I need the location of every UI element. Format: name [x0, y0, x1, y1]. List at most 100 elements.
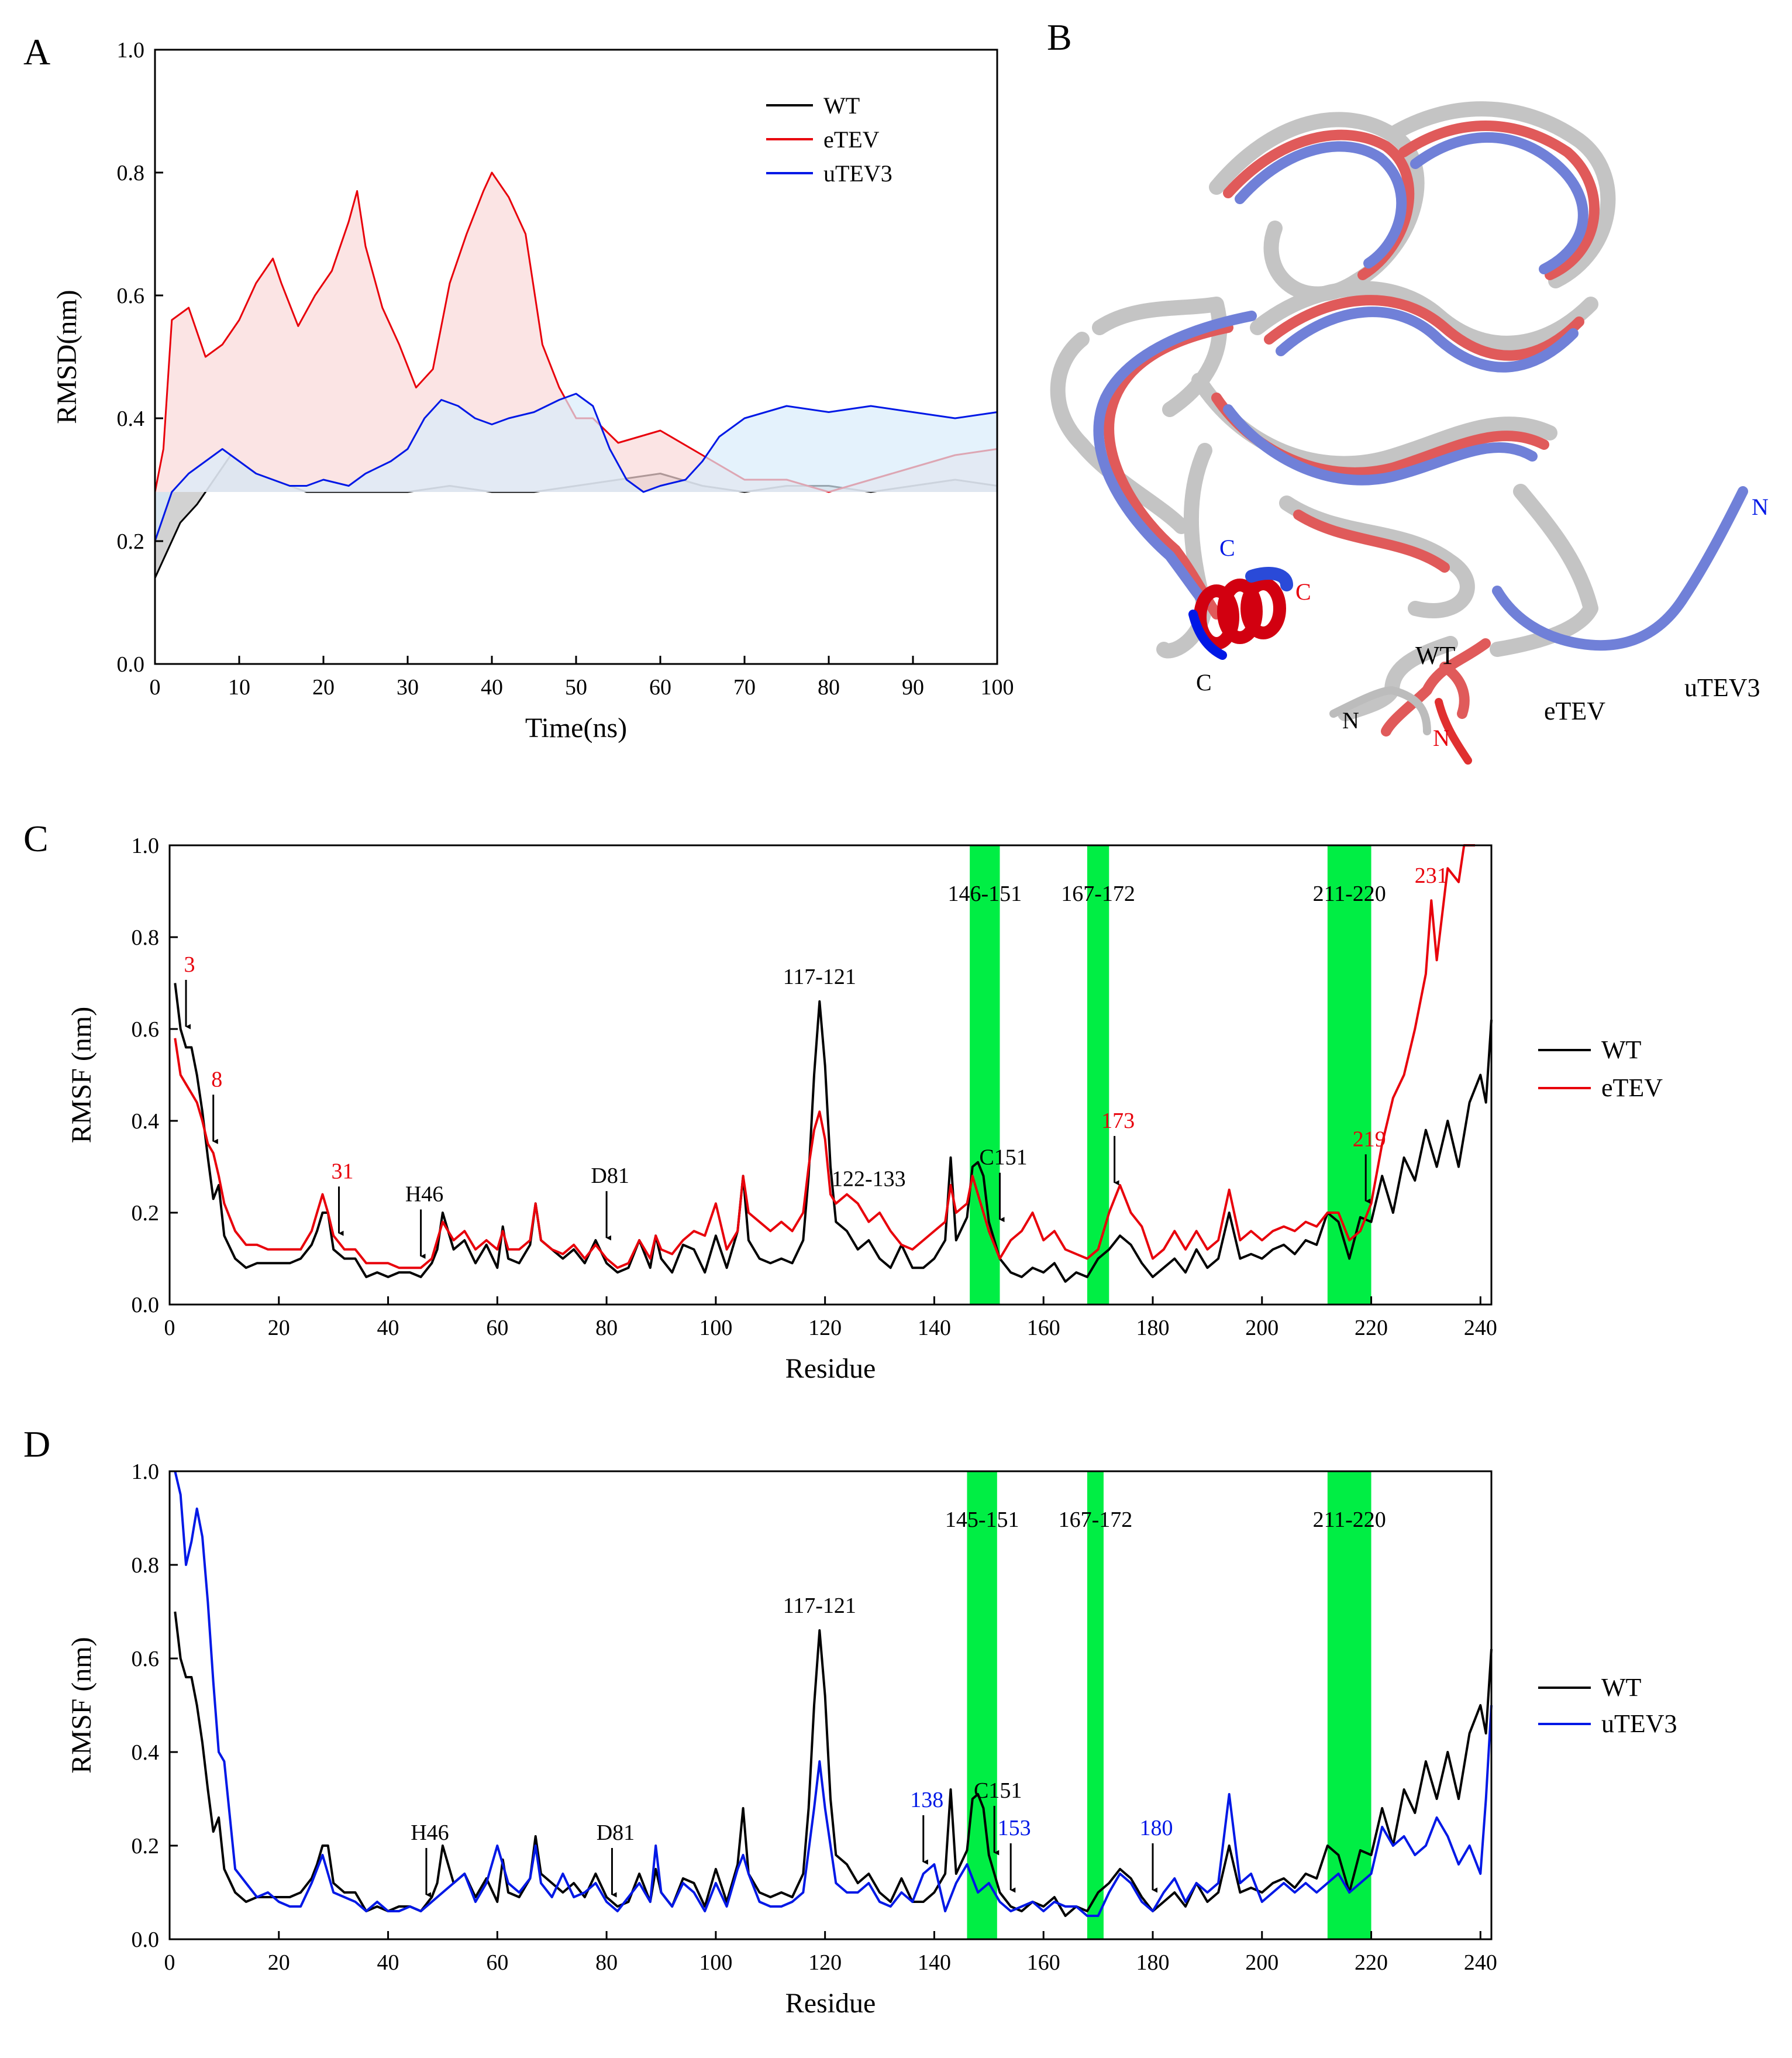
annotation-219: 219	[1353, 1127, 1386, 1151]
legend-label-etev: eTEV	[823, 126, 880, 153]
y-tick-label: 0.0	[132, 1293, 160, 1317]
protein-structure-overlay: WT eTEV uTEV3 N N N C C C	[1050, 101, 1769, 765]
annotation-231: 231	[1415, 863, 1448, 888]
legend-label-wt: WT	[1601, 1673, 1642, 1702]
panel-label-c: C	[23, 818, 49, 859]
n-terminus-utev3: N	[1752, 494, 1769, 520]
x-tick-label: 200	[1245, 1950, 1278, 1975]
x-axis-label: Residue	[785, 1353, 876, 1384]
x-tick-label: 40	[377, 1316, 399, 1340]
n-terminus-wt: N	[1342, 707, 1359, 734]
x-tick-label: 20	[312, 675, 335, 700]
series-line-utev3	[154, 393, 998, 542]
x-tick-label: 100	[981, 675, 1014, 700]
x-tick-label: 220	[1355, 1950, 1388, 1975]
annotation-D81: D81	[597, 1820, 635, 1845]
panel-label-b: B	[1047, 16, 1072, 58]
x-tick-label: 0	[150, 675, 161, 700]
y-tick-label: 0.6	[132, 1017, 160, 1042]
wt-ribbon	[1050, 101, 1616, 721]
y-tick-label: 0.2	[132, 1201, 160, 1226]
utev3-ribbon	[1093, 132, 1748, 651]
x-tick-label: 10	[228, 675, 250, 700]
etev-n-tail	[1435, 698, 1472, 765]
wt-n-tail	[1329, 686, 1431, 735]
x-tick-label: 90	[902, 675, 924, 700]
y-tick-label: 0.0	[132, 1928, 160, 1952]
x-tick-label: 20	[268, 1950, 290, 1975]
x-tick-label: 180	[1136, 1316, 1169, 1340]
y-tick-label: 1.0	[117, 38, 145, 63]
series-line-wt	[174, 1611, 1493, 1917]
x-tick-label: 240	[1464, 1950, 1497, 1975]
y-tick-label: 0.8	[132, 1553, 160, 1578]
x-tick-label: 140	[918, 1316, 951, 1340]
y-axis-label: RMSF (nm)	[66, 1007, 97, 1143]
highlight-label-211-220: 211-220	[1313, 1508, 1386, 1532]
x-tick-label: 0	[164, 1316, 175, 1340]
rmsd-chart: 0 10 20 30 40 50 60 70 80 90 100 0.0 0.2 0.4 0.6 0.8 1.0…	[51, 38, 1014, 744]
y-tick-label: 0.0	[117, 652, 145, 677]
annotation-138: 138	[910, 1788, 943, 1812]
x-tick-label: 220	[1355, 1316, 1388, 1340]
structure-label-etev: eTEV	[1544, 697, 1605, 725]
x-tick-label: 30	[397, 675, 419, 700]
highlight-label-167-172: 167-172	[1059, 1508, 1133, 1532]
y-axis-label: RMSF (nm)	[66, 1637, 97, 1773]
x-tick-label: 60	[486, 1316, 508, 1340]
y-tick-label: 0.6	[117, 284, 145, 308]
x-tick-label: 70	[733, 675, 756, 700]
annotation-122-133: 122-133	[832, 1166, 906, 1191]
y-tick-label: 1.0	[132, 1460, 160, 1484]
series-line-etev	[174, 844, 1475, 1269]
legend-label-wt: WT	[823, 92, 860, 119]
highlight-band-211-220	[1327, 1471, 1371, 1939]
x-tick-label: 200	[1245, 1316, 1278, 1340]
x-tick-label: 20	[268, 1316, 290, 1340]
annotation-117-121: 117-121	[783, 1594, 856, 1618]
series-fill-etev	[155, 173, 997, 492]
annotation-D81: D81	[591, 1164, 629, 1188]
legend-label-utev3: uTEV3	[823, 160, 892, 187]
legend-label-etev: eTEV	[1601, 1073, 1663, 1102]
annotation-H46: H46	[411, 1820, 449, 1845]
x-tick-label: 40	[377, 1950, 399, 1975]
x-tick-label: 60	[486, 1950, 508, 1975]
x-axis-label: Time(ns)	[525, 713, 627, 744]
structure-label-wt: WT	[1415, 641, 1456, 670]
highlight-band-145-151	[967, 1471, 997, 1939]
x-tick-label: 80	[818, 675, 840, 700]
y-tick-label: 0.2	[117, 529, 145, 554]
x-tick-label: 80	[595, 1316, 618, 1340]
series-line-wt	[174, 983, 1493, 1283]
annotation-3: 3	[184, 952, 195, 977]
plot-frame	[168, 844, 1493, 1306]
x-tick-label: 140	[918, 1950, 951, 1975]
y-tick-label: 0.6	[132, 1647, 160, 1671]
c-terminus-etev: C	[1295, 579, 1311, 605]
annotation-153: 153	[998, 1816, 1031, 1840]
rmsf-chart-utev3: 145-151 167-172 211-220 0 20 40 60 80 100 120 140 1…	[66, 1460, 1677, 2019]
y-tick-label: 1.0	[132, 834, 160, 858]
n-terminus-etev: N	[1433, 725, 1450, 751]
highlight-band-167-172	[1087, 845, 1109, 1305]
x-tick-label: 50	[565, 675, 587, 700]
rmsf-chart-etev: 146-151 167-172 211-220 0 20 40 60 80 100 120 140 1…	[66, 834, 1663, 1384]
annotation-8: 8	[211, 1067, 222, 1092]
etev-helix	[1194, 577, 1286, 650]
annotation-173: 173	[1101, 1109, 1135, 1133]
c-terminus-utev3: C	[1219, 535, 1235, 561]
structure-label-utev3: uTEV3	[1684, 673, 1760, 702]
highlight-label-211-220: 211-220	[1313, 882, 1386, 906]
y-tick-label: 0.4	[117, 407, 145, 431]
x-tick-label: 40	[481, 675, 503, 700]
c-terminus-wt: C	[1196, 669, 1212, 696]
y-tick-label: 0.2	[132, 1834, 160, 1859]
highlight-label-145-151: 145-151	[945, 1508, 1019, 1532]
x-tick-label: 0	[164, 1950, 175, 1975]
x-tick-label: 240	[1464, 1316, 1497, 1340]
y-tick-label: 0.8	[132, 925, 160, 950]
x-tick-label: 180	[1136, 1950, 1169, 1975]
y-tick-label: 0.8	[117, 161, 145, 185]
